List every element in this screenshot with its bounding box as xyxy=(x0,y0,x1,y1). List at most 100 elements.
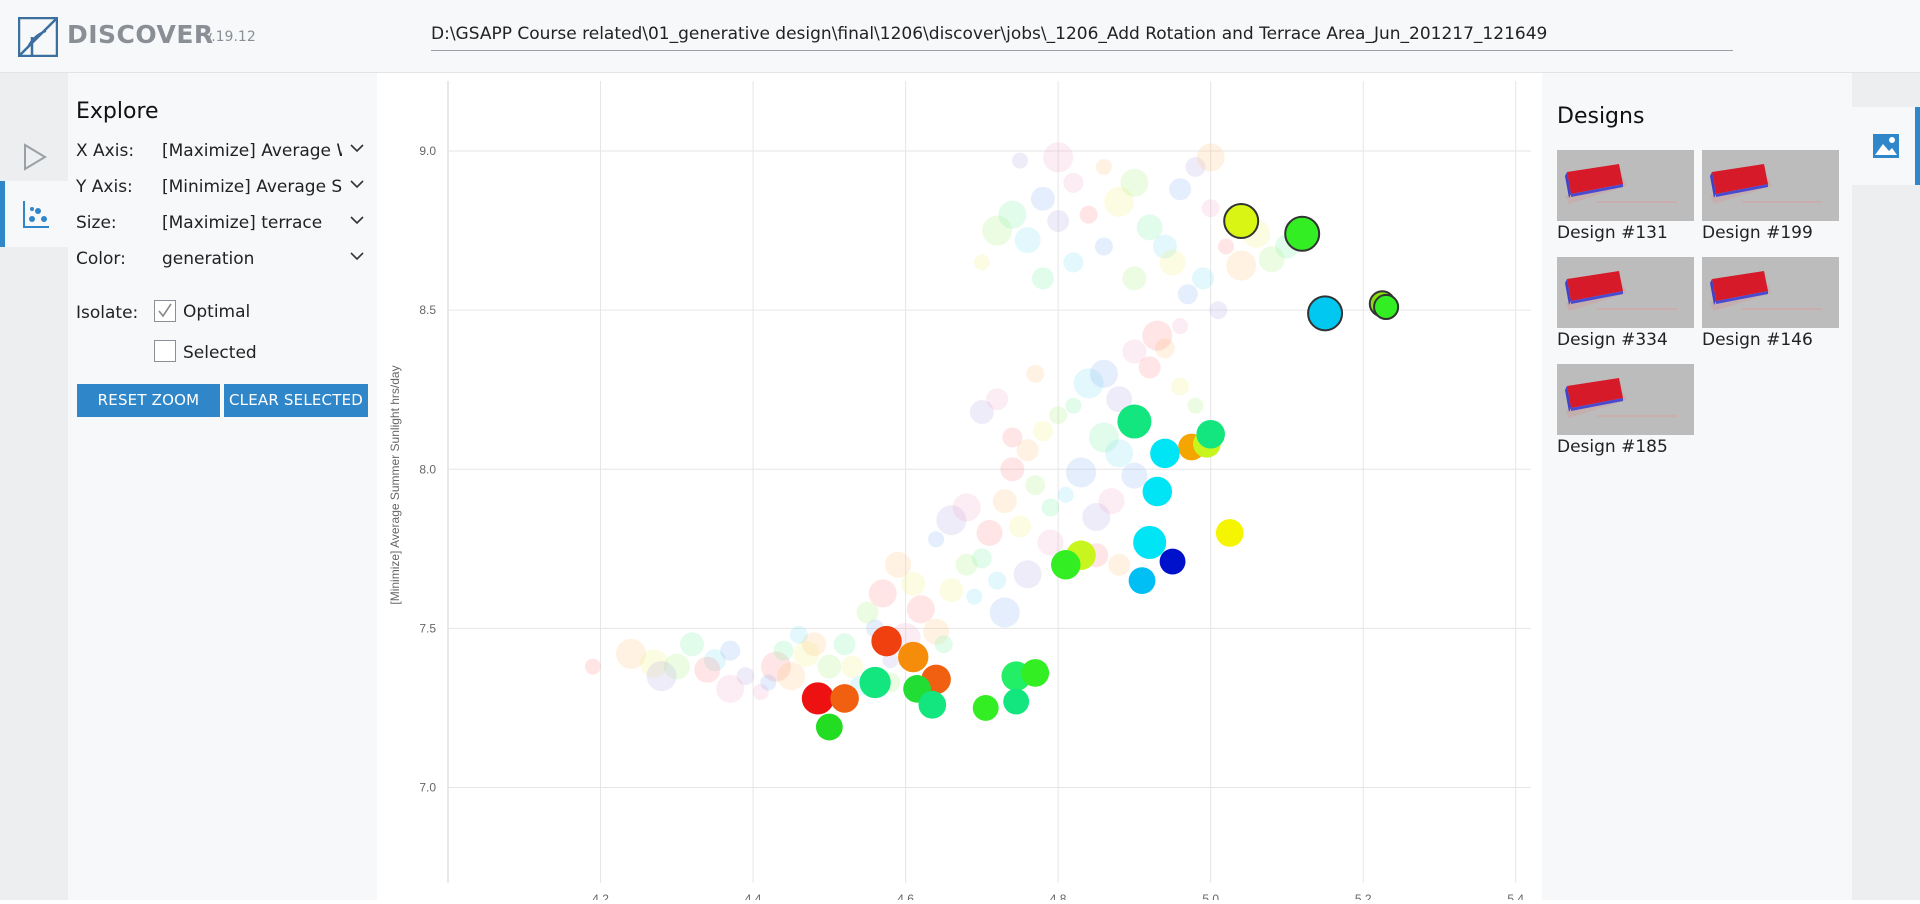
chevron-down-icon xyxy=(350,144,364,153)
faded-data-point xyxy=(906,595,935,624)
x-axis-select[interactable]: X Axis: [Maximize] Average Wi xyxy=(76,137,372,167)
color-select[interactable]: Color: generation xyxy=(76,245,372,275)
y-axis-title: [Minimize] Average Summer Sunlight hrs/d… xyxy=(388,365,402,604)
design-data-point[interactable] xyxy=(1142,476,1173,507)
design-card[interactable]: Design #146 xyxy=(1702,257,1839,350)
design-data-point[interactable] xyxy=(830,684,859,713)
play-icon xyxy=(24,143,47,171)
faded-data-point xyxy=(1098,488,1125,515)
design-data-point[interactable] xyxy=(859,666,891,699)
design-data-point[interactable] xyxy=(1128,567,1156,595)
faded-data-point xyxy=(1063,172,1084,193)
design-thumbnail[interactable] xyxy=(1557,257,1694,328)
design-data-point[interactable] xyxy=(1021,659,1050,687)
reset-zoom-button[interactable]: RESET ZOOM xyxy=(77,384,220,417)
design-data-point[interactable] xyxy=(1373,293,1400,321)
faded-data-point xyxy=(1122,266,1147,291)
faded-data-point xyxy=(971,548,992,569)
design-data-point[interactable] xyxy=(815,713,843,741)
faded-data-point xyxy=(928,531,945,548)
design-data-point[interactable] xyxy=(1223,203,1260,240)
clear-selected-button[interactable]: CLEAR SELECTED xyxy=(224,384,368,417)
design-data-point[interactable] xyxy=(1133,525,1167,560)
faded-data-point xyxy=(1258,246,1285,273)
faded-data-point xyxy=(1041,498,1060,517)
design-data-point[interactable] xyxy=(871,625,902,657)
x-tick-label: 5.2 xyxy=(1355,892,1372,900)
selected-checkbox[interactable] xyxy=(154,340,176,362)
faded-data-point xyxy=(901,571,926,596)
x-tick-label: 4.8 xyxy=(1050,892,1067,900)
faded-data-point xyxy=(777,662,806,691)
scatter-plot-svg[interactable]: 4.2 4.4 4.6 4.8 5.0 5.2 5.4 7.0 7.5 8.0 8.5 9.0 [Mi… xyxy=(377,73,1542,904)
faded-data-point xyxy=(1177,284,1198,305)
design-data-point[interactable] xyxy=(898,641,929,673)
faded-data-point xyxy=(760,651,791,682)
faded-data-point xyxy=(1142,320,1173,351)
design-card[interactable]: Design #185 xyxy=(1557,364,1694,457)
faded-data-point xyxy=(1047,210,1070,233)
design-data-point[interactable] xyxy=(801,682,834,715)
design-data-point[interactable] xyxy=(1159,548,1186,575)
design-data-point[interactable] xyxy=(1196,419,1225,449)
faded-data-point xyxy=(1030,186,1055,211)
design-data-point[interactable] xyxy=(918,690,947,719)
design-thumbnail[interactable] xyxy=(1702,150,1839,221)
design-data-point[interactable] xyxy=(1051,549,1081,580)
app-version: v.19.12 xyxy=(204,29,256,45)
faded-data-point xyxy=(789,625,808,644)
design-data-point[interactable] xyxy=(1284,215,1321,252)
job-path-field[interactable]: D:\GSAPP Course related\01_generative de… xyxy=(431,24,1733,51)
faded-data-point xyxy=(969,399,994,424)
design-data-point[interactable] xyxy=(1003,688,1030,715)
isolate-label: Isolate: xyxy=(76,303,139,323)
faded-data-point xyxy=(752,684,769,701)
faded-data-point xyxy=(1152,234,1177,259)
explore-title: Explore xyxy=(76,99,159,124)
size-select[interactable]: Size: [Maximize] terrace xyxy=(76,209,372,239)
faded-data-point xyxy=(955,553,978,576)
design-render-image xyxy=(1710,164,1822,204)
design-thumbnail[interactable] xyxy=(1702,257,1839,328)
size-value: [Maximize] terrace xyxy=(162,213,323,233)
faded-data-point xyxy=(1057,486,1074,503)
optimal-checkbox[interactable] xyxy=(154,300,176,322)
run-mode-button[interactable] xyxy=(0,124,68,190)
designs-panel: Designs Design #131 Design #199 Design #33… xyxy=(1542,73,1852,900)
design-gallery-button[interactable] xyxy=(1852,107,1920,185)
faded-data-point xyxy=(923,618,950,645)
faded-data-point xyxy=(868,579,897,608)
faded-data-point xyxy=(646,661,677,692)
highlighted-points[interactable] xyxy=(801,203,1400,741)
isolate-row: Isolate: xyxy=(76,299,176,329)
design-data-point[interactable] xyxy=(972,695,999,721)
explore-mode-button[interactable] xyxy=(0,181,68,247)
faded-data-point xyxy=(833,633,856,656)
y-tick-label: 7.5 xyxy=(419,621,436,635)
scatter-chart[interactable]: 4.2 4.4 4.6 4.8 5.0 5.2 5.4 7.0 7.5 8.0 8.5 9.0 [Mi… xyxy=(377,73,1542,904)
faded-data-point xyxy=(663,653,690,680)
design-label: Design #334 xyxy=(1557,330,1668,350)
design-thumbnail[interactable] xyxy=(1557,364,1694,435)
design-data-point[interactable] xyxy=(1150,438,1180,469)
faded-data-point xyxy=(1043,142,1074,173)
faded-data-point xyxy=(1105,439,1134,468)
design-card[interactable]: Design #131 xyxy=(1557,150,1694,243)
design-card[interactable]: Design #199 xyxy=(1702,150,1839,243)
faded-data-point xyxy=(1187,397,1204,414)
faded-data-point xyxy=(998,200,1027,229)
x-axis-value: [Maximize] Average Wi xyxy=(162,141,342,161)
design-data-point[interactable] xyxy=(1117,404,1152,439)
y-axis-select[interactable]: Y Axis: [Minimize] Average Sur xyxy=(76,173,372,203)
design-data-point[interactable] xyxy=(1215,519,1244,547)
app-title: DISCOVER xyxy=(67,20,214,49)
faded-data-point xyxy=(793,640,820,667)
faded-data-point xyxy=(760,674,777,691)
faded-data-point xyxy=(989,597,1020,628)
design-thumbnail[interactable] xyxy=(1557,150,1694,221)
design-card[interactable]: Design #334 xyxy=(1557,257,1694,350)
design-label: Design #199 xyxy=(1702,223,1813,243)
faded-data-point xyxy=(1108,553,1131,576)
design-render-image xyxy=(1565,164,1677,204)
design-data-point[interactable] xyxy=(1307,295,1344,332)
